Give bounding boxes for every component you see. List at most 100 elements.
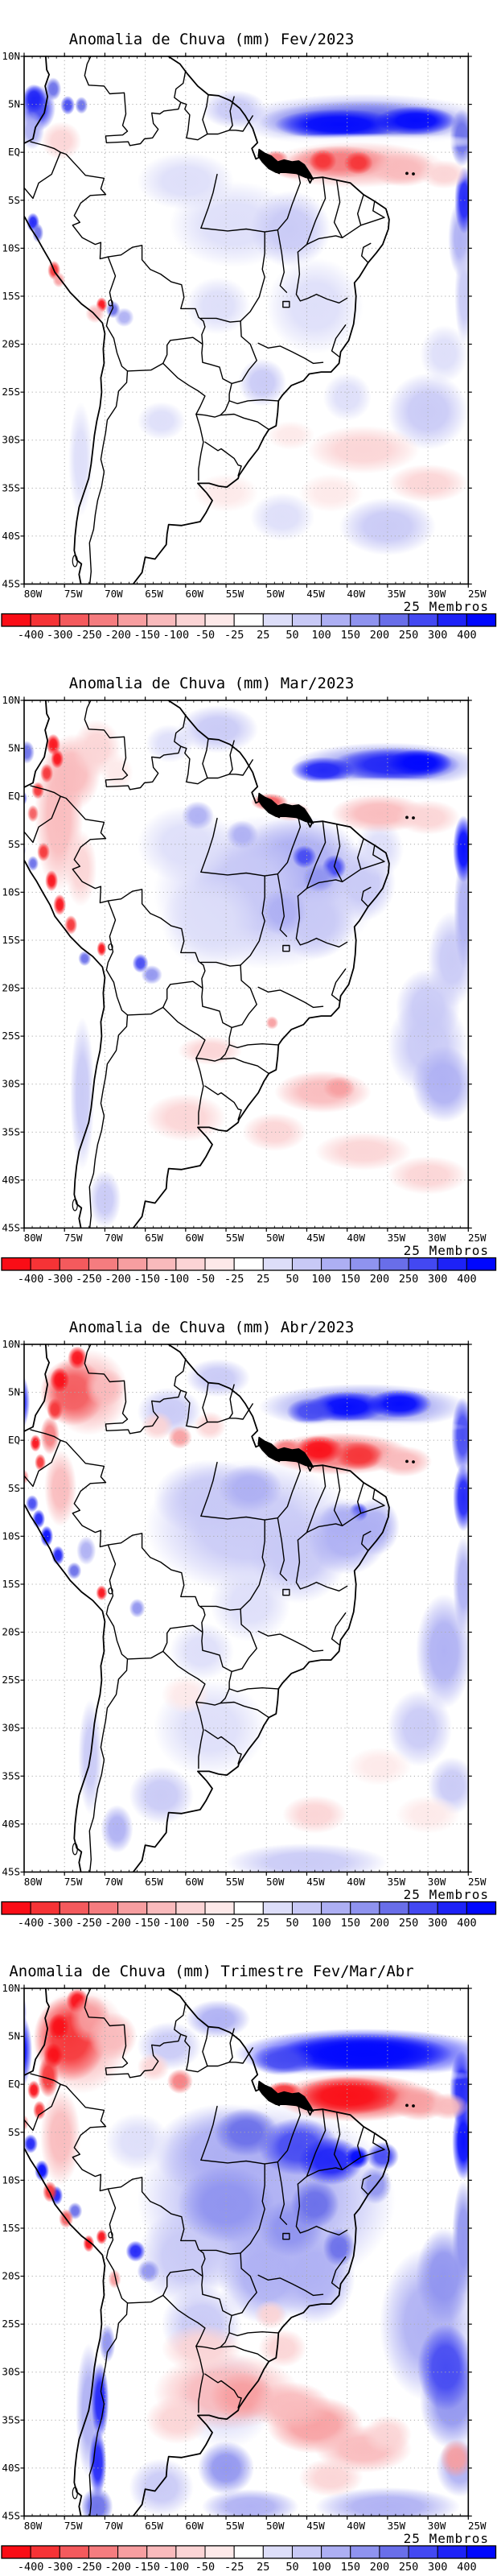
internal-border — [333, 180, 343, 238]
colorbar-tick-label: 250 — [399, 2561, 418, 2574]
colorbar-segment — [59, 1901, 89, 1915]
colorbar-tick-label: -300 — [47, 2561, 73, 2574]
amazon-mouth-coast — [257, 148, 314, 180]
anomaly-blob — [265, 1016, 279, 1030]
anomaly-blob — [137, 2260, 160, 2283]
internal-border — [315, 937, 348, 947]
internal-border — [228, 1043, 278, 1049]
internal-border — [257, 1630, 324, 1653]
internal-border — [60, 2083, 107, 2128]
colorbar-segment — [350, 2545, 380, 2559]
internal-border — [105, 900, 117, 971]
colorbar-segment — [262, 1257, 293, 1271]
colorbar-segment — [175, 613, 206, 627]
internal-border — [228, 2028, 235, 2063]
colorbar-tick-label: 25 — [257, 1917, 269, 1930]
internal-border — [231, 320, 257, 385]
lat-label: 25S — [2, 1674, 20, 1686]
anomaly-blob — [218, 1464, 283, 1513]
map-frame — [23, 1988, 470, 2517]
colorbar-segment — [466, 1257, 496, 1271]
colorbar-tick-label: 150 — [341, 629, 360, 642]
colorbar-outline — [1, 1257, 497, 1271]
colorbar — [1, 1901, 497, 1915]
anomaly-blob — [24, 84, 46, 114]
colorbar-segment — [321, 1901, 351, 1915]
internal-border — [200, 961, 241, 967]
anomaly-blob — [428, 911, 469, 1008]
colorbar-segment — [437, 1901, 467, 1915]
anomaly-blob — [105, 2112, 170, 2171]
anomaly-blob — [417, 2324, 469, 2411]
lon-label: 55W — [226, 1876, 244, 1888]
lat-label: 10N — [2, 1338, 20, 1350]
internal-border — [88, 2302, 129, 2516]
lon-label: 80W — [24, 2520, 43, 2532]
colorbar-tick-label: -25 — [224, 1917, 244, 1930]
anomaly-blob — [24, 2134, 38, 2153]
colorbar-tick-label: 25 — [257, 2561, 269, 2574]
lon-label: 45W — [306, 1876, 325, 1888]
lon-label: 55W — [226, 1232, 244, 1244]
anomaly-blob — [290, 2180, 339, 2228]
internal-border — [372, 2132, 385, 2150]
anomaly-blob — [306, 425, 421, 474]
anomaly-blob — [314, 2487, 461, 2516]
colorbar-segment — [1, 2545, 31, 2559]
anomaly-blob — [85, 303, 105, 324]
lat-label: EQ — [8, 1434, 20, 1446]
colorbar-segment — [262, 613, 293, 627]
internal-border — [231, 2252, 257, 2317]
internal-border — [240, 231, 265, 322]
internal-border — [200, 317, 241, 323]
colorbar-segment — [291, 2545, 322, 2559]
internal-border — [105, 325, 129, 372]
lat-label: 45S — [2, 1222, 20, 1234]
colorbar-segment — [262, 2545, 293, 2559]
colorbar-segment — [117, 1901, 148, 1915]
panel-title: Anomalia de Chuva (mm) Abr/2023 — [68, 1319, 355, 1336]
colorbar-tick-label: 200 — [370, 2561, 389, 2574]
lon-label: 45W — [306, 588, 325, 600]
anomaly-blob — [141, 1411, 174, 1441]
internal-border — [84, 700, 187, 791]
internal-border — [84, 1988, 187, 2079]
anomaly-blob — [101, 1805, 133, 1853]
colorbar-segment — [291, 1257, 322, 1271]
members-label: 25 Membros — [403, 1243, 489, 1258]
colorbar-segment — [30, 2545, 60, 2559]
anomaly-blob — [50, 1367, 70, 1393]
colorbar-tick-label: 400 — [457, 1273, 476, 1286]
anomaly-blob — [302, 863, 335, 893]
lat-label: 20S — [2, 2270, 20, 2282]
colorbar-outline — [1, 1901, 497, 1915]
anomaly-blob — [167, 1426, 192, 1449]
internal-border — [126, 336, 203, 372]
colorbar-segment — [117, 613, 148, 627]
internal-border — [30, 2073, 61, 2085]
internal-border — [24, 151, 61, 200]
internal-border — [195, 343, 232, 418]
colorbar-tick-label: 300 — [428, 2561, 447, 2574]
anomaly-blob — [64, 829, 97, 907]
axis-ticks — [20, 696, 472, 1232]
colorbar-tick-label: -150 — [133, 1917, 160, 1930]
internal-border — [126, 2268, 203, 2304]
colorbar-segment — [321, 1257, 351, 1271]
internal-border — [277, 873, 288, 937]
lon-label: 30W — [428, 588, 446, 600]
colorbar-tick-label: -300 — [47, 629, 73, 642]
lat-label: 10S — [2, 2174, 20, 2186]
anomaly-blob — [420, 324, 469, 383]
internal-border — [72, 193, 109, 260]
internal-border — [306, 879, 343, 890]
anomaly-blob — [80, 2487, 113, 2516]
internal-border — [72, 2125, 109, 2192]
distrito-federal-outline — [282, 1588, 290, 1596]
internal-border — [240, 2163, 265, 2254]
anomaly-blob — [294, 2076, 400, 2116]
internal-border — [361, 1530, 372, 1551]
anomaly-blob — [363, 2415, 412, 2454]
lat-label: 30S — [2, 1078, 20, 1090]
internal-border — [200, 1605, 241, 1611]
